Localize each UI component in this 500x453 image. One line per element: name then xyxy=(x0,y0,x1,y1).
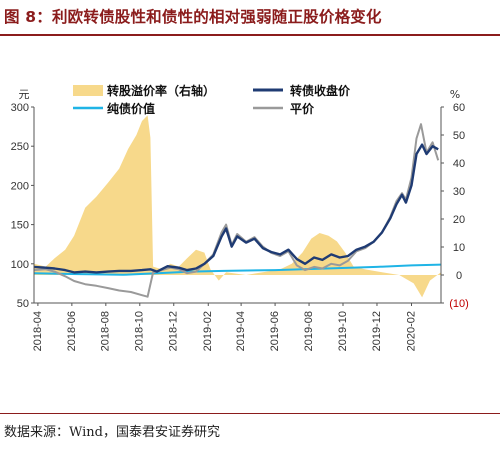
figure-header: 图 8：利欧转债股性和债性的相对强弱随正股价格变化 xyxy=(0,0,500,34)
legend-label-bond: 纯债价值 xyxy=(107,101,155,116)
premium-rate-area xyxy=(34,115,441,298)
right-axis-unit: % xyxy=(450,88,460,101)
x-tick-label: 2019-06 xyxy=(269,311,281,351)
left-tick-label: 250 xyxy=(11,141,29,153)
right-tick-label: 60 xyxy=(453,102,465,114)
right-tick-label: 30 xyxy=(453,186,465,198)
right-tick-label: 20 xyxy=(453,214,465,226)
title-divider xyxy=(0,34,500,36)
left-axis-unit: 元 xyxy=(19,88,30,101)
legend-label-parity: 平价 xyxy=(290,102,315,116)
x-tick-label: 2018-06 xyxy=(66,311,78,351)
x-tick-label: 2019-12 xyxy=(371,311,383,351)
right-tick-label: 50 xyxy=(453,130,465,142)
x-tick-label: 2020-02 xyxy=(405,311,417,351)
right-tick-label: 40 xyxy=(453,158,465,170)
right-tick-label: 10 xyxy=(453,242,465,254)
left-tick-label: 200 xyxy=(11,180,29,192)
left-tick-label: 150 xyxy=(11,220,29,232)
legend-label-premium: 转股溢价率（右轴） xyxy=(107,83,215,98)
left-tick-label: 100 xyxy=(11,259,29,271)
bond-value-line xyxy=(33,263,442,276)
x-tick-label: 2018-10 xyxy=(134,311,146,351)
x-tick-label: 2018-12 xyxy=(168,311,180,351)
source-note: 数据来源：Wind，国泰君安证券研究 xyxy=(4,425,220,440)
legend-label-close: 转债收盘价 xyxy=(290,83,351,98)
x-tick-label: 2019-04 xyxy=(235,311,247,351)
source-divider xyxy=(0,413,500,414)
close-price-line xyxy=(33,143,439,274)
figure-title: 图 8：利欧转债股性和债性的相对强弱随正股价格变化 xyxy=(4,8,382,26)
x-tick-label: 2019-10 xyxy=(337,311,349,351)
x-tick-label: 2019-08 xyxy=(303,311,315,351)
right-tick-label: (10) xyxy=(449,298,469,310)
x-tick-label: 2018-08 xyxy=(100,311,112,351)
right-tick-label: 0 xyxy=(456,270,462,282)
x-tick-label: 2018-04 xyxy=(32,311,44,351)
left-tick-label: 300 xyxy=(11,102,29,114)
left-tick-label: 50 xyxy=(17,298,29,310)
chart: 50 100 150 200 250 300 (10) 0 10 20 30 40 50 60 元 % 2018… xyxy=(11,83,469,351)
legend-swatch-premium xyxy=(73,85,103,96)
x-tick-label: 2019-02 xyxy=(202,311,214,351)
